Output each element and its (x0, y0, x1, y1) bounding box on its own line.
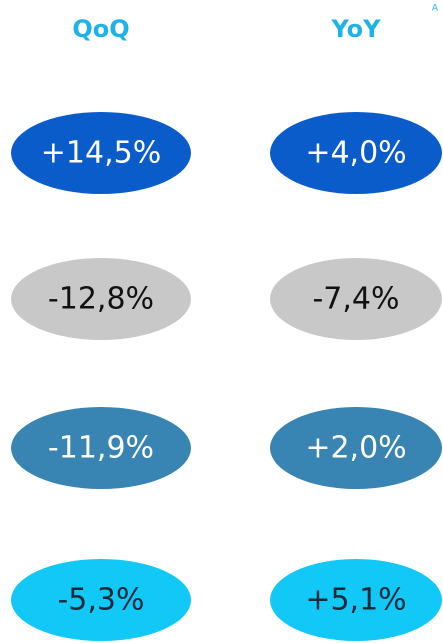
column-header: YoY (330, 15, 381, 43)
value-label: -5,3% (57, 583, 144, 618)
value-ellipse (270, 407, 442, 489)
value-label: +2,0% (305, 431, 406, 466)
value-ellipse (270, 258, 442, 340)
value-ellipse (270, 559, 442, 641)
value-ellipse (11, 407, 191, 489)
corner-text: A (432, 4, 439, 14)
value-ellipse (11, 112, 191, 194)
value-ellipse (270, 112, 442, 194)
value-label: +4,0% (305, 136, 406, 171)
value-ellipse (11, 258, 191, 340)
value-label: +14,5% (41, 136, 161, 171)
value-label: -12,8% (48, 282, 154, 317)
value-ellipse (11, 559, 191, 641)
column-header: QoQ (72, 15, 129, 43)
value-label: +5,1% (305, 583, 406, 618)
value-label: -11,9% (48, 431, 154, 466)
value-label: -7,4% (312, 282, 399, 317)
